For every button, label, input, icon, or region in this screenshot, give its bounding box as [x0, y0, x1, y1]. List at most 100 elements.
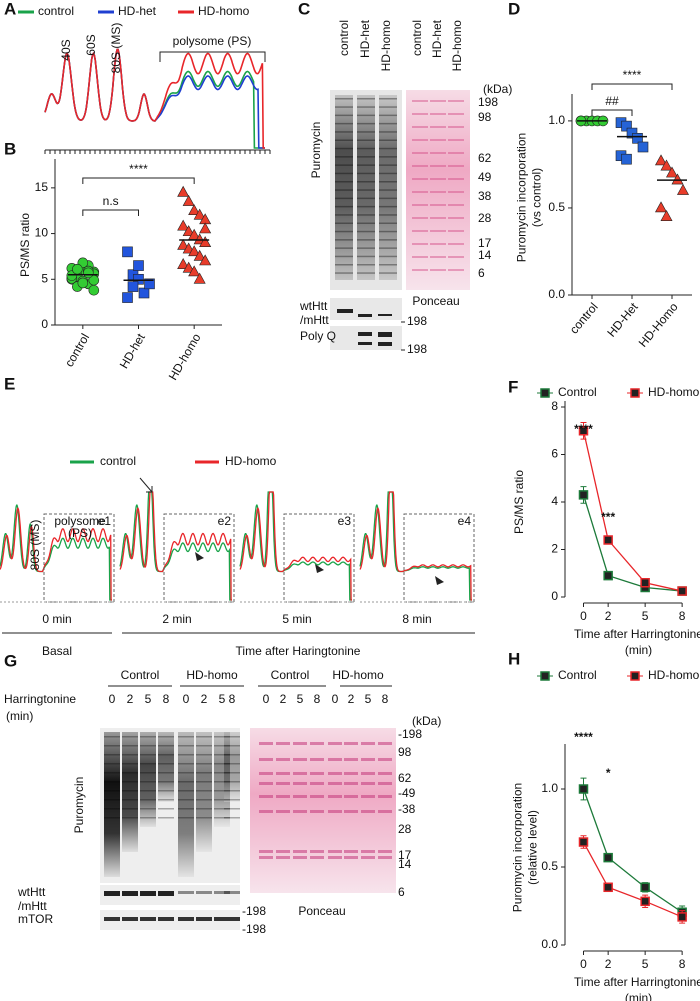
data-point: [677, 586, 687, 596]
band: [430, 217, 446, 219]
band: [196, 754, 212, 756]
data-point: [177, 258, 190, 269]
data-point: [199, 236, 212, 248]
data-point: [640, 896, 650, 907]
lane-smear: [122, 732, 138, 852]
band: [412, 243, 428, 245]
profile-trace: [239, 491, 352, 601]
band: [430, 191, 446, 193]
band: [328, 850, 342, 853]
profile-trace: [359, 491, 472, 601]
x-tick-label: control: [567, 300, 601, 337]
data-point: [138, 287, 150, 299]
band: [158, 917, 174, 921]
band: [293, 810, 307, 813]
band: [448, 139, 464, 141]
y-tick-label: 1.0: [541, 781, 558, 795]
band: [379, 139, 397, 141]
band: [122, 891, 138, 896]
arrowhead: [435, 576, 444, 585]
significance-label: *: [606, 766, 611, 780]
band: [412, 191, 428, 193]
band: [328, 856, 342, 859]
data-point: [177, 219, 190, 231]
band: [344, 758, 358, 761]
band: [259, 782, 273, 785]
data-point: [578, 837, 589, 847]
data-point: [671, 173, 684, 185]
band: [214, 817, 230, 819]
band: [259, 772, 273, 775]
band: [357, 131, 375, 133]
band: [361, 795, 375, 798]
band: [335, 272, 353, 274]
band: [140, 736, 156, 738]
band: [122, 808, 138, 810]
band: [178, 891, 194, 894]
lane-label: 8: [314, 692, 321, 706]
band: [448, 230, 464, 232]
band: [224, 808, 240, 810]
series-line: [582, 788, 683, 913]
band: [412, 256, 428, 258]
band: [310, 795, 324, 798]
significance-label: ****: [623, 68, 642, 82]
data-point: [193, 208, 206, 220]
band: [358, 332, 372, 336]
band: [140, 808, 156, 810]
band: [158, 736, 174, 738]
band: [357, 255, 375, 258]
band: [310, 856, 324, 859]
data-point: [193, 249, 206, 261]
mw-marker: -49: [398, 786, 416, 800]
band: [214, 763, 230, 765]
blot-label: /mHtt: [18, 899, 47, 913]
band: [335, 214, 353, 216]
y-tick-label: 1.0: [548, 113, 565, 127]
mw-marker: 17: [478, 236, 492, 250]
band: [448, 165, 464, 167]
band: [361, 758, 375, 761]
band: [379, 131, 397, 133]
x-tick-label: 8: [679, 609, 686, 623]
band: [379, 230, 397, 233]
band: [335, 156, 353, 158]
blot-label: Poly Q: [300, 329, 336, 343]
band: [344, 795, 358, 798]
band: [196, 817, 212, 819]
band: [293, 772, 307, 775]
peak-label: 40S: [59, 39, 73, 60]
band: [430, 243, 446, 245]
band: [328, 758, 342, 761]
band: [122, 772, 138, 774]
data-point: [677, 912, 687, 922]
x-tick-label: 2: [605, 957, 612, 971]
band: [140, 799, 156, 801]
x-axis-label: Time after Harringtonine: [574, 627, 700, 641]
band: [140, 763, 156, 765]
x-tick-label: 5: [642, 609, 649, 623]
band: [259, 810, 273, 813]
series-line: [582, 430, 683, 592]
lane-smear: [178, 732, 194, 877]
band: [378, 342, 392, 346]
inset-box: [43, 513, 115, 603]
band: [361, 742, 375, 745]
band: [104, 763, 120, 765]
band: [448, 100, 464, 102]
y-tick-label: 0.5: [548, 200, 565, 214]
data-point: [122, 292, 133, 303]
band: [357, 272, 375, 274]
profile-trace: [44, 48, 265, 149]
band: [196, 799, 212, 801]
band: [158, 808, 174, 810]
lane-label: 0: [109, 692, 116, 706]
band: [378, 742, 392, 745]
band: [357, 205, 375, 208]
unit-label: (kDa): [483, 82, 512, 96]
band: [357, 230, 375, 233]
panel-label: B: [4, 139, 16, 158]
lane-smear: [140, 732, 156, 827]
band: [335, 264, 353, 266]
band: [335, 164, 353, 166]
